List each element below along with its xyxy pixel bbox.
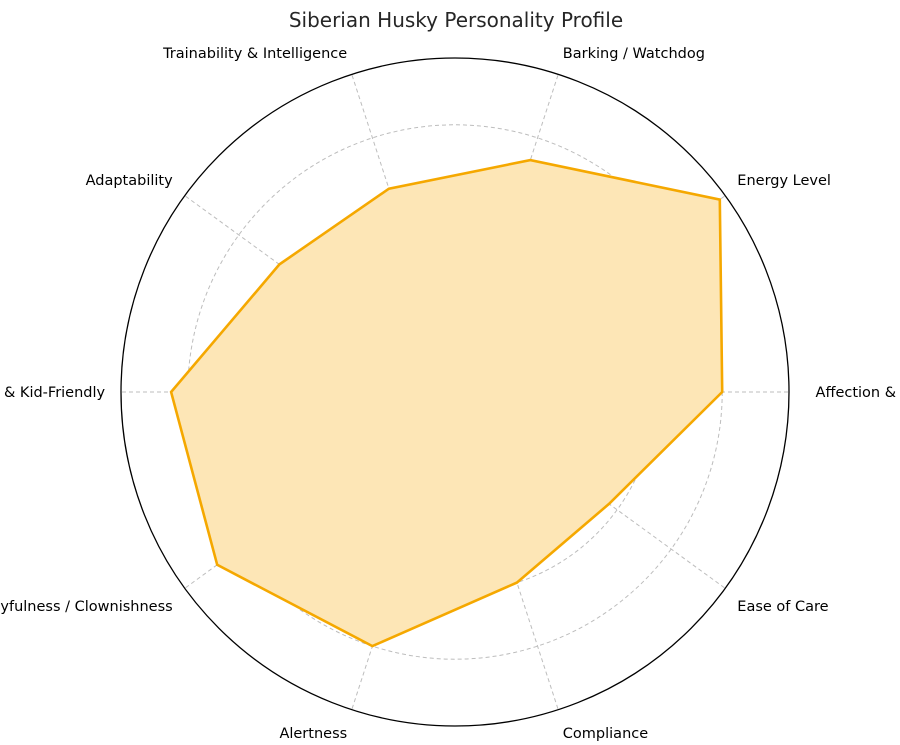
axis-label-8: Compliance	[563, 726, 648, 742]
series-area	[171, 160, 723, 647]
outer-frame	[120, 57, 790, 727]
axis-label-1: Energy Level	[737, 173, 831, 189]
axis-label-3: Trainability & Intelligence	[162, 46, 347, 62]
data-layer	[169, 158, 724, 648]
axis-label-6: Playfulness / Clownishness	[0, 599, 173, 615]
axis-label-4: Adaptability	[86, 173, 174, 189]
axis-label-2: Barking / Watchdog	[563, 46, 705, 62]
chart-title: Siberian Husky Personality Profile	[289, 8, 623, 32]
axis-label-7: Alertness	[279, 726, 347, 742]
axis-label-9: Ease of Care	[737, 599, 828, 615]
axis-labels: Affection & Clinginess Energy Level Barkin…	[0, 46, 900, 742]
axis-label-0: Affection & Clinginess	[816, 385, 900, 401]
axis-label-5: Sociability & Kid-Friendly	[0, 385, 106, 401]
